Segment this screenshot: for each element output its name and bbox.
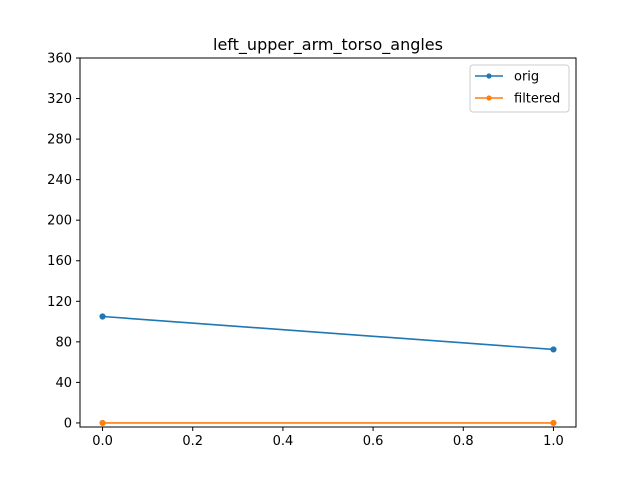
x-tick-label: 0.4 — [273, 434, 294, 449]
chart-title: left_upper_arm_torso_angles — [213, 35, 443, 55]
x-tick-label: 1.0 — [543, 434, 564, 449]
x-axis: 0.0 0.2 0.4 0.6 0.8 1.0 — [92, 427, 564, 449]
y-tick-label: 120 — [47, 295, 72, 310]
y-tick-label: 280 — [47, 133, 72, 148]
y-tick-label: 360 — [47, 52, 72, 67]
legend-label-filtered: filtered — [514, 92, 560, 107]
y-axis: 0 40 80 120 160 200 240 280 320 360 — [47, 52, 80, 431]
x-tick-label: 0.8 — [453, 434, 474, 449]
y-tick-label: 320 — [47, 92, 72, 107]
y-tick-label: 200 — [47, 214, 72, 229]
y-tick-label: 0 — [64, 416, 72, 431]
legend-marker-orig — [486, 73, 492, 79]
data-point-orig — [550, 346, 557, 353]
legend-label-orig: orig — [514, 70, 539, 85]
data-point-orig — [99, 313, 106, 320]
legend: orig filtered — [469, 64, 570, 113]
series-line-orig — [102, 315, 554, 351]
x-tick-label: 0.2 — [182, 434, 203, 449]
x-tick-label: 0.0 — [92, 434, 113, 449]
y-tick-label: 40 — [55, 376, 72, 391]
x-tick-label: 0.6 — [363, 434, 384, 449]
data-point-filtered — [99, 419, 106, 427]
y-tick-label: 160 — [47, 254, 72, 269]
y-tick-label: 240 — [47, 173, 72, 188]
plot-area — [79, 57, 577, 428]
y-tick-label: 80 — [55, 335, 72, 350]
legend-marker-filtered — [486, 95, 492, 101]
plot-frame — [79, 57, 577, 428]
data-point-filtered — [550, 419, 557, 427]
series-layer — [99, 313, 557, 427]
